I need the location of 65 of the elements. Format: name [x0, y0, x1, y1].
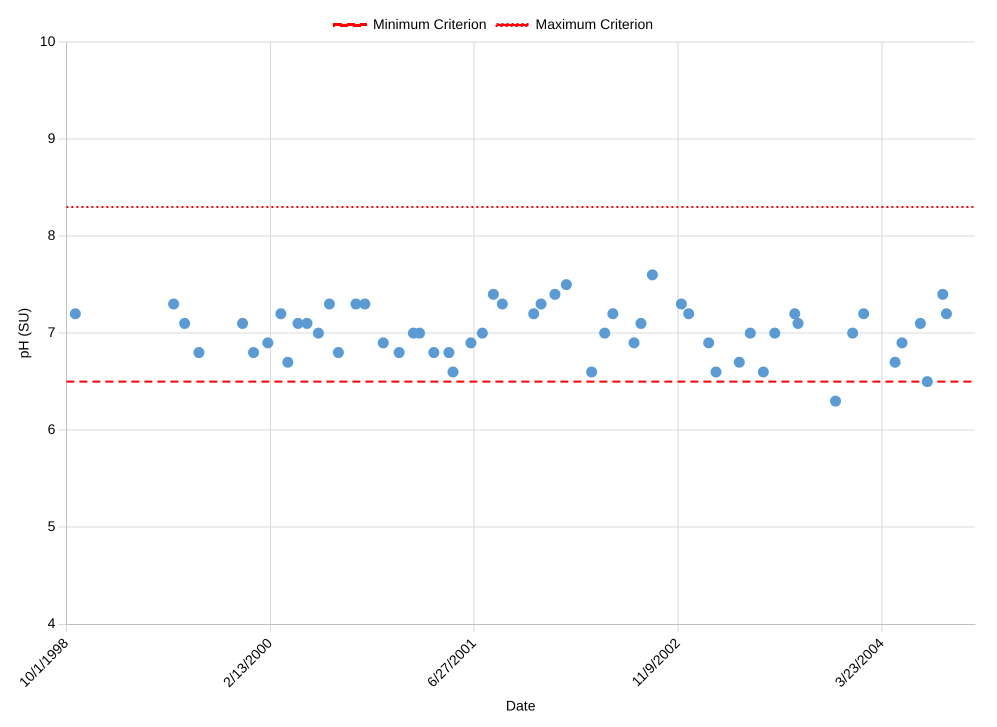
point [332, 347, 344, 358]
point [447, 366, 458, 378]
point [301, 318, 312, 329]
point [465, 337, 476, 348]
legend-label: Maximum Criterion [536, 16, 654, 32]
y-tick-label: 5 [48, 518, 56, 534]
point [428, 347, 440, 358]
point [703, 337, 714, 348]
point [635, 318, 646, 329]
point [179, 318, 190, 329]
point [676, 298, 687, 310]
point [858, 308, 870, 320]
point [683, 308, 694, 320]
point [282, 356, 294, 368]
point [549, 288, 560, 300]
y-tick-label: 6 [48, 421, 56, 438]
y-axis-title: pH (SU) [15, 308, 32, 358]
point [769, 328, 780, 339]
point [488, 288, 499, 300]
point [536, 298, 547, 310]
y-tick-label: 7 [48, 324, 56, 340]
point [646, 269, 658, 280]
point [896, 337, 908, 348]
point [324, 298, 335, 310]
y-tick-label: 8 [48, 226, 56, 243]
point [443, 347, 454, 358]
y-tick-label: 10 [40, 32, 56, 49]
point [744, 328, 756, 339]
point [937, 288, 948, 300]
point [922, 376, 933, 388]
point [248, 347, 260, 358]
point [830, 396, 842, 407]
point [394, 347, 405, 358]
point [890, 356, 901, 368]
point [359, 298, 370, 310]
point [914, 318, 926, 329]
point [378, 337, 389, 348]
point [792, 318, 804, 329]
point [734, 356, 745, 368]
point [847, 328, 858, 339]
point [168, 298, 180, 310]
y-tick-label: 9 [48, 130, 56, 146]
point [607, 308, 618, 320]
point [710, 366, 722, 378]
point [586, 366, 598, 378]
point [758, 366, 769, 378]
point [789, 308, 800, 320]
point [237, 318, 248, 329]
point [528, 308, 540, 320]
point [262, 337, 274, 348]
point [70, 308, 81, 320]
legend-label: Minimum Criterion [372, 16, 487, 32]
point [599, 328, 610, 339]
x-axis-title: Date [506, 697, 536, 714]
point [350, 298, 362, 310]
point [496, 298, 508, 310]
point [476, 328, 488, 339]
y-tick-label: 4 [48, 615, 56, 632]
point [312, 328, 324, 339]
point [193, 347, 204, 358]
point [275, 308, 286, 320]
point [292, 318, 304, 329]
point [940, 308, 952, 320]
point [628, 337, 640, 348]
point [560, 279, 572, 290]
